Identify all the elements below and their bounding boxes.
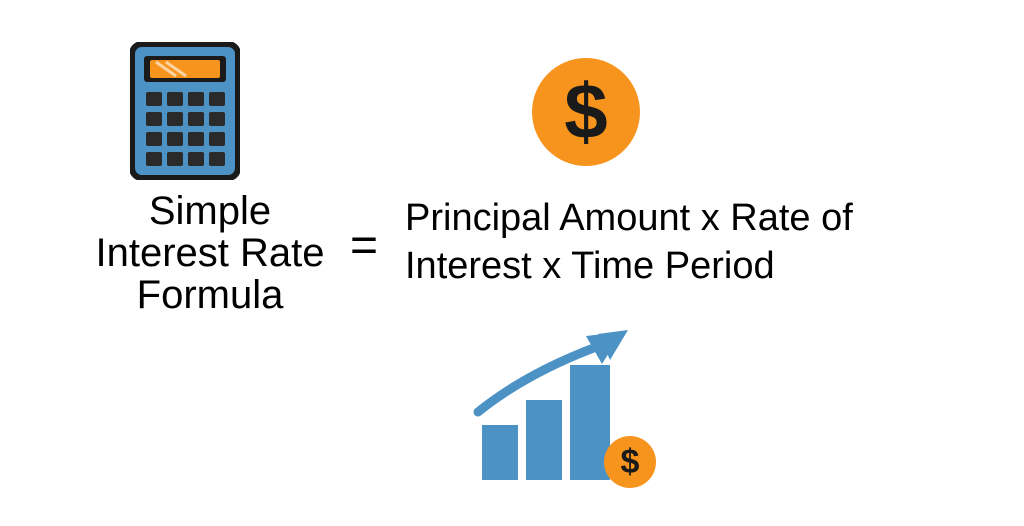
formula-lhs: Simple Interest Rate Formula [70,190,350,316]
dollar-symbol: $ [564,67,607,155]
formula-rhs: Principal Amount x Rate of Interest x Ti… [405,195,965,290]
growth-chart-icon: $ [460,320,710,490]
chart-bars [482,365,610,480]
rhs-line2: Interest x Time Period [405,245,775,287]
dollar-coin-icon: $ [530,56,642,168]
lhs-line3: Formula [137,273,284,317]
equals-sign: = [350,218,378,273]
lhs-line2: Interest Rate [95,231,324,275]
rhs-line1: Principal Amount x Rate of [405,197,853,239]
svg-text:$: $ [621,443,640,481]
calculator-icon [130,42,240,180]
lhs-line1: Simple [149,189,271,233]
small-dollar-coin-icon: $ [604,436,656,488]
infographic-canvas: $ Simple Interest Rate Formula = Princip… [0,0,1024,526]
